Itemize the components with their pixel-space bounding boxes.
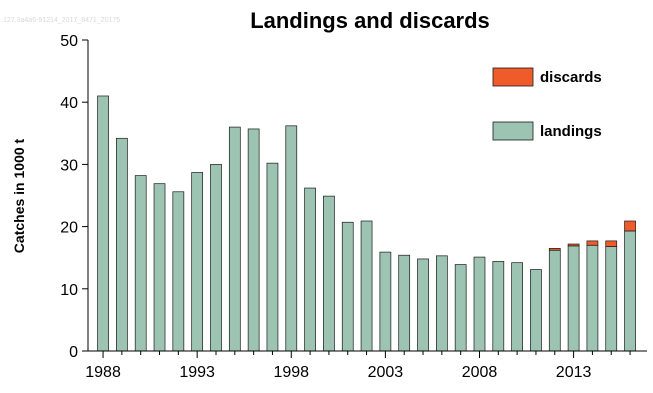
bar-landings-2007 bbox=[454, 264, 467, 352]
bar-landings-1999 bbox=[304, 187, 316, 352]
bar-landings-2015 bbox=[605, 246, 618, 352]
watermark: 127.3a4a6-91214_2017_8471_20175 bbox=[3, 17, 120, 24]
bar-landings-2006 bbox=[435, 255, 448, 352]
bar-landings-2011 bbox=[530, 269, 542, 352]
bar-landings-1989 bbox=[116, 137, 128, 352]
bar-landings-1995 bbox=[228, 126, 241, 352]
bar-landings-1997 bbox=[266, 162, 279, 352]
bar-discards-2014 bbox=[586, 240, 599, 246]
y-tick-label-10: 10 bbox=[60, 282, 78, 299]
y-tick-label-0: 0 bbox=[69, 344, 78, 361]
bar-landings-2013 bbox=[567, 245, 580, 352]
bar-landings-2014 bbox=[586, 244, 599, 352]
bar-landings-2000 bbox=[323, 195, 335, 352]
bar-discards-2016 bbox=[624, 220, 636, 232]
x-tick-label-1993: 1993 bbox=[179, 364, 215, 381]
bar-landings-2008 bbox=[473, 256, 486, 352]
y-tick-label-20: 20 bbox=[60, 220, 78, 237]
x-tick-label-1998: 1998 bbox=[273, 364, 309, 381]
bar-landings-1988 bbox=[97, 95, 109, 352]
bar-landings-2016 bbox=[624, 230, 636, 352]
legend: discards landings bbox=[492, 67, 602, 141]
bar-discards-2012 bbox=[548, 248, 561, 251]
bar-landings-2010 bbox=[511, 262, 523, 352]
legend-swatch-discards bbox=[492, 67, 534, 87]
legend-label-landings: landings bbox=[540, 123, 602, 140]
axes-layer: 0 10 20 30 40 50 1988 1993 1998 2003 2008 2013 bbox=[60, 33, 647, 381]
bar-landings-2005 bbox=[417, 258, 429, 352]
x-tick-label-2013: 2013 bbox=[556, 364, 592, 381]
bar-landings-1991 bbox=[153, 183, 166, 352]
bar-landings-1992 bbox=[172, 191, 185, 352]
bar-landings-1994 bbox=[210, 164, 222, 352]
bars-layer bbox=[97, 95, 636, 352]
bar-landings-2004 bbox=[398, 254, 411, 352]
bar-landings-2012 bbox=[548, 249, 561, 352]
bar-landings-1998 bbox=[285, 125, 298, 352]
bar-landings-2001 bbox=[341, 221, 354, 352]
legend-label-discards: discards bbox=[540, 69, 602, 86]
bar-landings-2003 bbox=[379, 251, 392, 352]
y-tick-label-40: 40 bbox=[60, 95, 78, 112]
x-tick-label-2008: 2008 bbox=[462, 364, 498, 381]
bar-landings-1996 bbox=[247, 128, 260, 352]
y-tick-label-50: 50 bbox=[60, 33, 78, 50]
bar-landings-1993 bbox=[191, 172, 204, 352]
bar-landings-1990 bbox=[134, 175, 147, 352]
y-axis-label: Catches in 1000 t bbox=[11, 138, 27, 253]
y-tick-label-30: 30 bbox=[60, 157, 78, 174]
bar-discards-2015 bbox=[605, 240, 618, 247]
chart-title: Landings and discards bbox=[250, 8, 490, 33]
bar-landings-2009 bbox=[492, 261, 505, 352]
x-tick-label-1988: 1988 bbox=[85, 364, 121, 381]
bar-discards-2013 bbox=[567, 243, 580, 247]
legend-swatch-landings bbox=[492, 121, 534, 141]
x-tick-label-2003: 2003 bbox=[368, 364, 404, 381]
bar-landings-2002 bbox=[360, 220, 373, 352]
